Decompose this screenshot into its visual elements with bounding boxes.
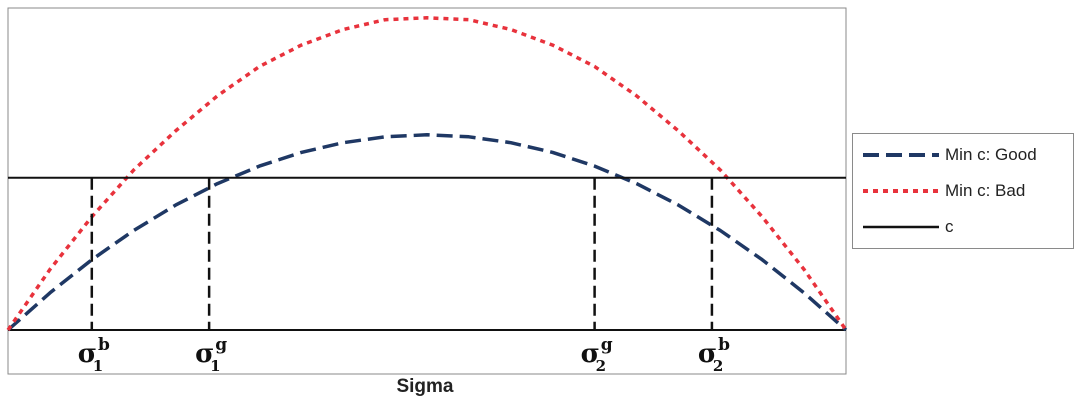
marker-label-4: σb [698, 335, 730, 369]
series-line-bad [6, 16, 848, 331]
marker-superscript: b [718, 335, 730, 355]
marker-subscript-3: 2 [596, 357, 606, 375]
marker-symbol: σ [581, 339, 600, 369]
legend-label-c: c [945, 217, 954, 236]
legend-swatch-good [863, 153, 939, 157]
legend-item-bad: Min c: Bad [861, 176, 1025, 206]
marker-subscript-1: 1 [93, 357, 103, 375]
marker-label-3: σg [581, 335, 613, 369]
marker-superscript: b [98, 335, 110, 355]
marker-layer: σb1 σg1 σg2 σb2 [78, 177, 730, 375]
legend: Min c: Good Min c: Bad c [852, 133, 1074, 249]
legend-item-good: Min c: Good [861, 140, 1037, 170]
marker-label-1: σb [78, 335, 110, 369]
marker-superscript: g [215, 335, 227, 355]
legend-item-c: c [861, 212, 954, 242]
legend-label-good: Min c: Good [945, 145, 1037, 164]
marker-label-2: σg [195, 335, 227, 369]
series-layer [6, 16, 848, 332]
marker-superscript: g [601, 335, 613, 355]
legend-swatch-bad [863, 189, 939, 193]
plot-area-border [7, 7, 847, 375]
series-line-good [6, 133, 848, 332]
marker-subscript-4: 2 [713, 357, 723, 375]
x-axis-label: Sigma [396, 376, 454, 397]
marker-symbol: σ [78, 339, 97, 369]
marker-symbol: σ [698, 339, 717, 369]
legend-label-bad: Min c: Bad [945, 181, 1026, 200]
marker-subscript-2: 1 [210, 357, 220, 375]
marker-symbol: σ [195, 339, 214, 369]
legend-swatch-c [863, 225, 939, 229]
